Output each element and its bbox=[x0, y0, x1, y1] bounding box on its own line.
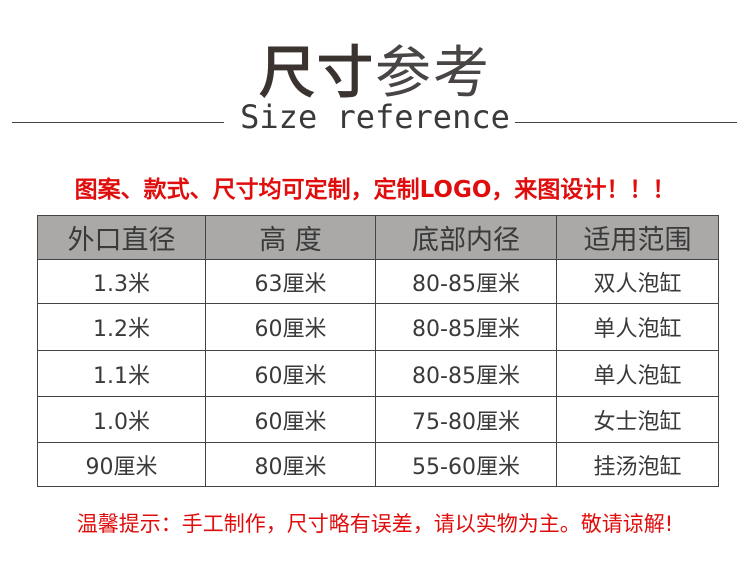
subtitle: Size reference bbox=[240, 98, 510, 136]
table-row: 1.1米 60厘米 80-85厘米 单人泡缸 bbox=[37, 350, 719, 397]
divider-left bbox=[12, 122, 224, 123]
footer-text: 手工制作，尺寸略有误差，请以实物为主。敬请谅解! bbox=[181, 512, 674, 536]
table-cell: 80-85厘米 bbox=[375, 259, 557, 304]
table-cell: 90厘米 bbox=[37, 442, 206, 487]
table-cell: 单人泡缸 bbox=[556, 350, 719, 397]
customization-notice: 图案、款式、尺寸均可定制，定制LOGO，来图设计！！！ bbox=[74, 177, 676, 203]
table-row: 1.3米 63厘米 80-85厘米 双人泡缸 bbox=[37, 259, 719, 304]
footer-tip: 温馨提示：手工制作，尺寸略有误差，请以实物为主。敬请谅解! bbox=[0, 508, 750, 538]
table-cell: 63厘米 bbox=[205, 259, 376, 304]
table-cell: 双人泡缸 bbox=[556, 259, 719, 304]
header-usage: 适用范围 bbox=[556, 215, 719, 260]
divider-right bbox=[515, 122, 737, 123]
size-table: 外口直径 高 度 底部内径 适用范围 1.3米 63厘米 80-85厘米 双人泡缸 1.… bbox=[37, 215, 719, 487]
header-outer-diameter: 外口直径 bbox=[37, 215, 206, 260]
table-row: 90厘米 80厘米 55-60厘米 挂汤泡缸 bbox=[37, 442, 719, 487]
table-cell: 80-85厘米 bbox=[375, 303, 557, 351]
table-cell: 60厘米 bbox=[205, 303, 376, 351]
table-cell: 1.0米 bbox=[37, 396, 206, 443]
page-title: 尺寸参考 bbox=[259, 41, 491, 106]
table-cell: 80-85厘米 bbox=[375, 350, 557, 397]
table-cell: 60厘米 bbox=[205, 396, 376, 443]
header-bottom-diameter: 底部内径 bbox=[375, 215, 557, 260]
table-cell: 挂汤泡缸 bbox=[556, 442, 719, 487]
table-cell: 80厘米 bbox=[205, 442, 376, 487]
table-cell: 55-60厘米 bbox=[375, 442, 557, 487]
table-cell: 60厘米 bbox=[205, 350, 376, 397]
table-cell: 1.3米 bbox=[37, 259, 206, 304]
table-row: 1.2米 60厘米 80-85厘米 单人泡缸 bbox=[37, 303, 719, 351]
footer-label: 温馨提示： bbox=[76, 512, 182, 536]
table-cell: 女士泡缸 bbox=[556, 396, 719, 443]
table-header-row: 外口直径 高 度 底部内径 适用范围 bbox=[37, 215, 719, 260]
table-row: 1.0米 60厘米 75-80厘米 女士泡缸 bbox=[37, 396, 719, 443]
header-height: 高 度 bbox=[205, 215, 376, 260]
table-cell: 1.1米 bbox=[37, 350, 206, 397]
table-cell: 75-80厘米 bbox=[375, 396, 557, 443]
table-cell: 1.2米 bbox=[37, 303, 206, 351]
table-cell: 单人泡缸 bbox=[556, 303, 719, 351]
